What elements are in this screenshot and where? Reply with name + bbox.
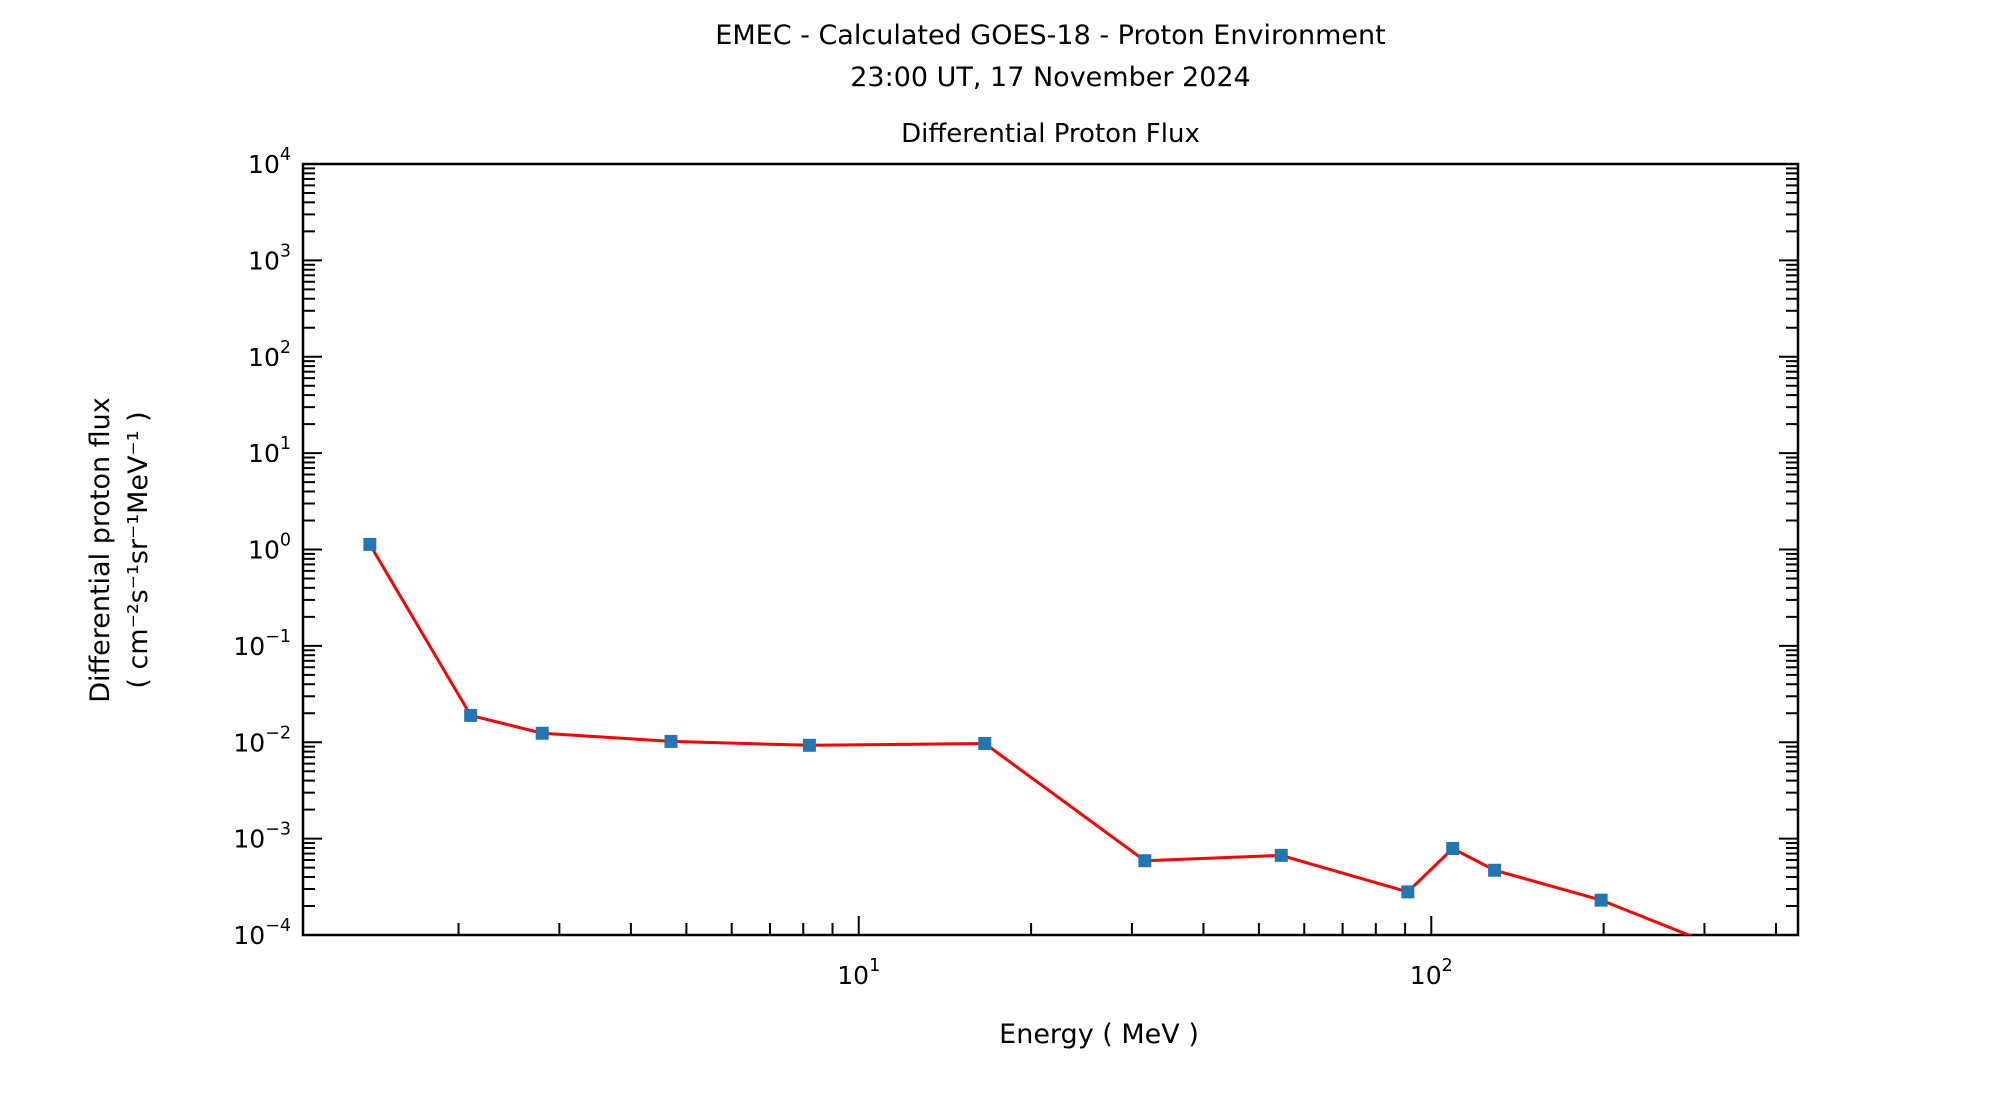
y-tick-label: 104 xyxy=(248,145,291,179)
y-tick-label: 100 xyxy=(248,531,291,565)
y-tick-label: 102 xyxy=(248,338,291,372)
data-point-marker xyxy=(1594,893,1608,907)
data-point-marker xyxy=(1401,885,1415,899)
y-tick-label: 101 xyxy=(248,434,291,468)
data-point-marker xyxy=(1751,956,1764,969)
data-point-marker xyxy=(664,734,678,748)
data-point-marker xyxy=(1446,841,1460,855)
axes-title: Differential Proton Flux xyxy=(901,119,1200,149)
data-point-marker xyxy=(464,708,478,722)
y-tick-label: 10−1 xyxy=(233,627,291,661)
x-tick-label: 101 xyxy=(837,956,880,990)
plot-border xyxy=(301,162,1800,937)
data-point-marker xyxy=(1488,863,1502,877)
y-axis-label: Differential proton flux ( cm⁻²s⁻¹sr⁻¹Me… xyxy=(82,397,158,703)
x-tick-label: 102 xyxy=(1410,956,1453,990)
data-point-marker xyxy=(535,726,549,740)
y-tick-label: 103 xyxy=(248,241,291,275)
flux-line xyxy=(368,543,1693,935)
data-point-marker xyxy=(802,738,816,752)
y-axis-label-line2: ( cm⁻²s⁻¹sr⁻¹MeV⁻¹ ) xyxy=(123,411,154,689)
axis-tick-labels: 101 102 104 103 102 101 100 10−1 10−2 10−3 10−4 xyxy=(233,145,1452,990)
y-axis-label-line1: Differential proton flux xyxy=(85,397,116,703)
y-tick-label: 10−3 xyxy=(233,820,291,854)
axis-ticks xyxy=(303,163,1798,936)
y-tick-label: 10−2 xyxy=(233,723,291,757)
data-markers xyxy=(363,537,1764,969)
data-point-marker xyxy=(1138,854,1152,868)
figure-title-line1: EMEC - Calculated GOES-18 - Proton Envir… xyxy=(715,20,1386,51)
x-axis-label: Energy ( MeV ) xyxy=(999,1019,1199,1050)
y-tick-label: 10−4 xyxy=(233,916,291,950)
data-point-marker xyxy=(1274,848,1288,862)
data-point-marker xyxy=(363,537,377,551)
figure-title-line2: 23:00 UT, 17 November 2024 xyxy=(850,62,1251,93)
data-point-marker xyxy=(978,737,992,751)
